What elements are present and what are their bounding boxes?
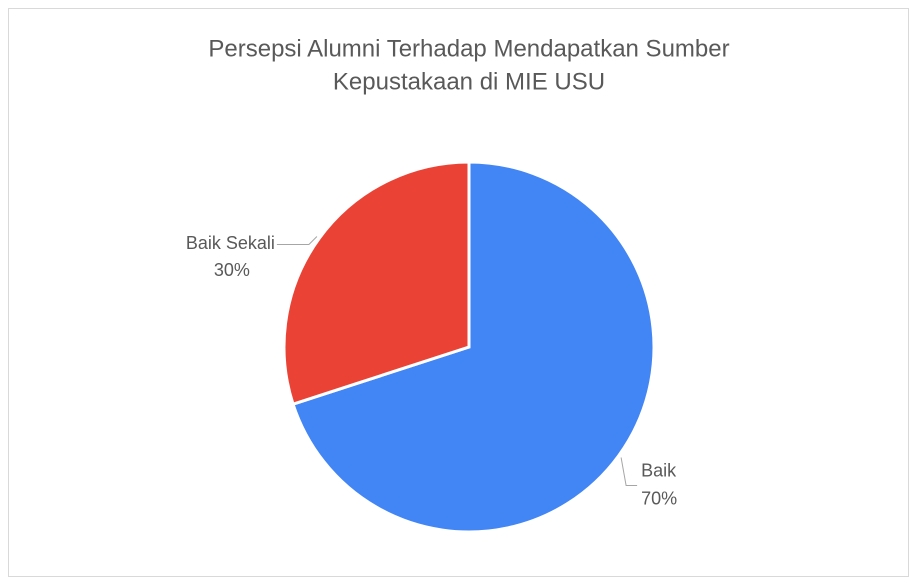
data-label: Baik (641, 460, 677, 480)
pie-slice (291, 160, 656, 534)
chart-title: Kepustakaan di MIE USU (333, 68, 605, 95)
data-label: Baik Sekali (186, 233, 275, 253)
data-label: 70% (641, 488, 677, 508)
data-label: 30% (214, 260, 250, 280)
pie-slice (282, 160, 471, 407)
leader-line (276, 236, 318, 245)
leader-line (620, 457, 638, 487)
chart-title: Persepsi Alumni Terhadap Mendapatkan Sum… (208, 35, 729, 62)
